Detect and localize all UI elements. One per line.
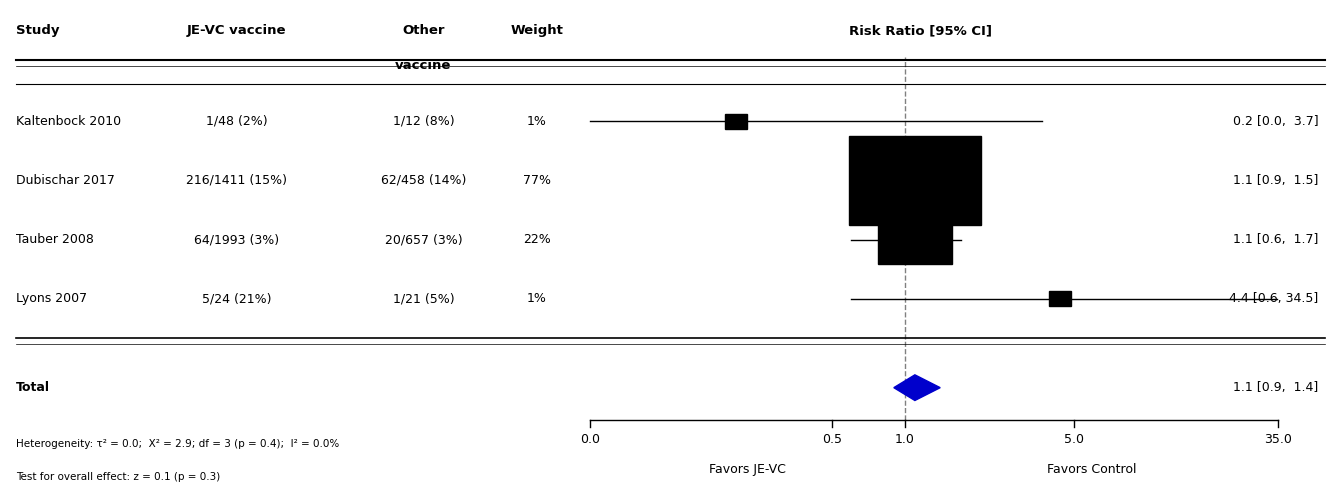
FancyBboxPatch shape bbox=[1050, 291, 1071, 306]
Text: JE-VC vaccine: JE-VC vaccine bbox=[186, 24, 286, 37]
Text: 1.0: 1.0 bbox=[894, 433, 915, 446]
Text: 0.5: 0.5 bbox=[822, 433, 842, 446]
Text: 20/657 (3%): 20/657 (3%) bbox=[385, 233, 463, 246]
Text: 1.1 [0.9,  1.4]: 1.1 [0.9, 1.4] bbox=[1232, 381, 1318, 394]
Text: Favors Control: Favors Control bbox=[1047, 463, 1136, 476]
Text: Total: Total bbox=[16, 381, 50, 394]
FancyBboxPatch shape bbox=[849, 136, 982, 225]
Text: 35.0: 35.0 bbox=[1265, 433, 1293, 446]
Text: 77%: 77% bbox=[523, 174, 551, 187]
Text: 22%: 22% bbox=[523, 233, 551, 246]
Text: vaccine: vaccine bbox=[396, 59, 452, 72]
FancyBboxPatch shape bbox=[725, 114, 747, 129]
Text: Tauber 2008: Tauber 2008 bbox=[16, 233, 94, 246]
Text: 1.1 [0.6,  1.7]: 1.1 [0.6, 1.7] bbox=[1232, 233, 1318, 246]
FancyBboxPatch shape bbox=[878, 215, 952, 264]
Text: Kaltenbock 2010: Kaltenbock 2010 bbox=[16, 115, 121, 128]
Text: Lyons 2007: Lyons 2007 bbox=[16, 292, 87, 305]
Text: Study: Study bbox=[16, 24, 59, 37]
Polygon shape bbox=[894, 375, 940, 401]
Text: 1.1 [0.9,  1.5]: 1.1 [0.9, 1.5] bbox=[1232, 174, 1318, 187]
Text: Risk Ratio [95% CI]: Risk Ratio [95% CI] bbox=[849, 24, 992, 37]
Text: Favors JE-VC: Favors JE-VC bbox=[709, 463, 786, 476]
Text: 4.4 [0.6, 34.5]: 4.4 [0.6, 34.5] bbox=[1228, 292, 1318, 305]
Text: 5/24 (21%): 5/24 (21%) bbox=[201, 292, 271, 305]
Text: 216/1411 (15%): 216/1411 (15%) bbox=[186, 174, 287, 187]
Text: 5.0: 5.0 bbox=[1063, 433, 1084, 446]
Text: 1%: 1% bbox=[527, 292, 547, 305]
Text: 64/1993 (3%): 64/1993 (3%) bbox=[194, 233, 279, 246]
Text: 1%: 1% bbox=[527, 115, 547, 128]
Text: Other: Other bbox=[402, 24, 445, 37]
Text: 0.0: 0.0 bbox=[581, 433, 601, 446]
Text: Test for overall effect: z = 0.1 (p = 0.3): Test for overall effect: z = 0.1 (p = 0.… bbox=[16, 472, 220, 482]
Text: 1/12 (8%): 1/12 (8%) bbox=[393, 115, 455, 128]
Text: Heterogeneity: τ² = 0.0;  X² = 2.9; df = 3 (p = 0.4);  I² = 0.0%: Heterogeneity: τ² = 0.0; X² = 2.9; df = … bbox=[16, 440, 339, 450]
Text: 0.2 [0.0,  3.7]: 0.2 [0.0, 3.7] bbox=[1232, 115, 1318, 128]
Text: Weight: Weight bbox=[511, 24, 563, 37]
Text: 1/21 (5%): 1/21 (5%) bbox=[393, 292, 455, 305]
Text: 1/48 (2%): 1/48 (2%) bbox=[205, 115, 267, 128]
Text: 62/458 (14%): 62/458 (14%) bbox=[381, 174, 467, 187]
Text: Dubischar 2017: Dubischar 2017 bbox=[16, 174, 115, 187]
